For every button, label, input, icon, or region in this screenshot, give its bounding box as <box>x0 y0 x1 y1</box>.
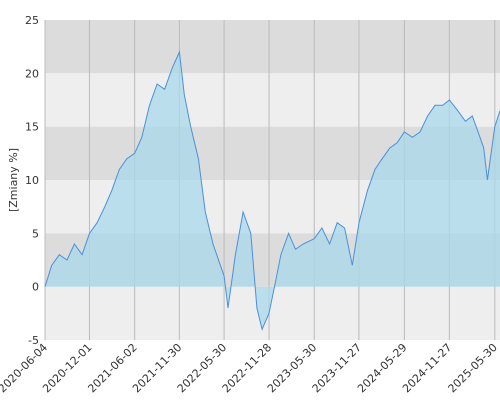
y-tick-label: 20 <box>25 67 39 80</box>
y-tick-label: 0 <box>32 281 39 294</box>
y-tick-label: 5 <box>32 227 39 240</box>
y-tick-label: -5 <box>28 334 39 347</box>
y-tick-label: 10 <box>25 174 39 187</box>
y-axis-ticks: -5 0 5 10 15 20 25 <box>25 14 39 347</box>
band <box>45 73 500 127</box>
band <box>45 20 500 74</box>
series-line <box>44 50 500 331</box>
y-tick-label: 25 <box>25 14 39 27</box>
y-axis-label: [Zmiany %] <box>7 148 20 212</box>
y-tick-label: 15 <box>25 121 39 134</box>
series-area <box>45 52 500 330</box>
x-tick-label: 2025-05-30 <box>446 341 500 395</box>
x-axis-ticks: 2020-06-042020-12-012021-06-022021-11-30… <box>0 341 500 395</box>
